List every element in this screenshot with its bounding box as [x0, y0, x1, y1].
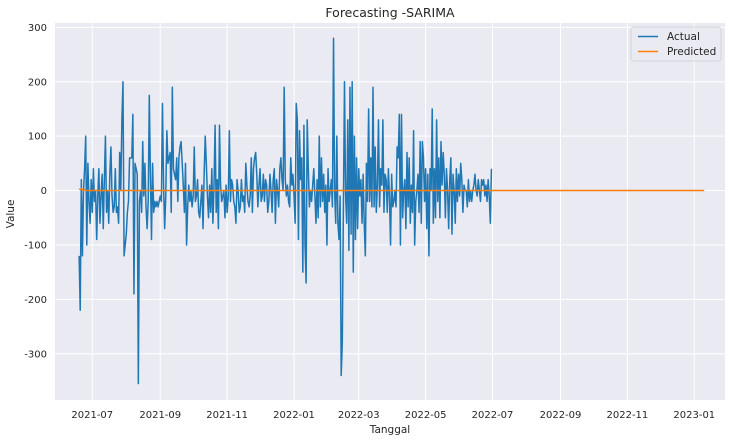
legend-label-predicted: Predicted — [667, 46, 716, 58]
x-axis-label: Tanggal — [369, 424, 410, 436]
x-tick-label: 2022-03 — [338, 410, 380, 421]
legend-label-actual: Actual — [667, 31, 700, 43]
legend: Actual Predicted — [630, 26, 722, 62]
x-tick-label: 2022-11 — [607, 410, 649, 421]
y-tick-labels: 300 200 100 0 -100 -200 -300 — [24, 23, 47, 360]
chart-title: Forecasting -SARIMA — [325, 5, 455, 20]
y-tick-label: 100 — [28, 132, 47, 143]
y-tick-label: 0 — [41, 186, 47, 197]
x-tick-label: 2022-09 — [540, 410, 582, 421]
y-tick-label: 200 — [28, 77, 47, 88]
x-tick-label: 2021-07 — [71, 410, 113, 421]
y-tick-label: -100 — [24, 240, 47, 251]
x-tick-label: 2021-11 — [206, 410, 248, 421]
y-tick-label: -200 — [24, 295, 47, 306]
x-tick-labels: 2021-07 2021-09 2021-11 2022-01 2022-03 2022-… — [71, 410, 715, 421]
x-tick-label: 2023-01 — [673, 410, 715, 421]
series-line-actual — [78, 37, 493, 385]
x-tick-label: 2021-09 — [139, 410, 181, 421]
x-tick-label: 2022-01 — [273, 410, 315, 421]
y-tick-label: 300 — [28, 23, 47, 34]
x-tick-label: 2022-07 — [472, 410, 514, 421]
series-layer — [78, 37, 705, 385]
x-tick-label: 2022-05 — [405, 410, 447, 421]
legend-box — [630, 26, 722, 62]
y-tick-label: -300 — [24, 349, 47, 360]
y-axis-label: Value — [5, 200, 17, 229]
series-line-predicted — [78, 187, 705, 192]
